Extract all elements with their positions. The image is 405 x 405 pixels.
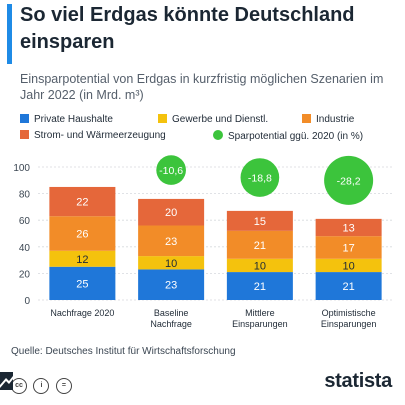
legend-label: Sparpotential ggü. 2020 (in %) [228, 131, 364, 142]
bar-segment [138, 269, 205, 300]
savings-bubble [324, 155, 374, 205]
bar-value-label: 10 [343, 260, 355, 272]
chart-subtitle: Einsparpotential von Erdgas in kurzfrist… [20, 72, 384, 102]
bar-value-label: 25 [76, 278, 88, 290]
no-derivatives-icon[interactable]: = [55, 378, 72, 394]
x-category-label: Nachfrage 2020 [50, 308, 114, 318]
legend-item-private-haushalte: Private Haushalte [20, 114, 113, 125]
bar-segment [226, 272, 293, 300]
legend-item-sparpotential: Sparpotential ggü. 2020 (in %) [213, 130, 363, 142]
x-category-label: Optimistische [322, 308, 376, 318]
savings-percent-label: -28,2 [337, 175, 361, 187]
bar-segment [315, 258, 382, 273]
legend-item-gewerbe: Gewerbe und Dienstl. [158, 114, 268, 125]
savings-percent-label: -18,8 [248, 173, 272, 185]
bar-segment [315, 236, 382, 259]
bar-value-label: 12 [76, 254, 88, 266]
legend-label: Gewerbe und Dienstl. [172, 114, 269, 125]
y-tick-label: 100 [13, 163, 30, 174]
statista-logo[interactable]: statista [324, 370, 392, 392]
statista-logo-mark-icon [0, 372, 13, 390]
bar-value-label: 21 [343, 281, 355, 293]
y-tick-label: 20 [19, 269, 31, 280]
bar-value-label: 10 [165, 258, 177, 270]
bar-segment [138, 198, 205, 226]
bar-value-label: 21 [254, 240, 266, 252]
bar-value-label: 23 [165, 236, 177, 248]
legend-swatch [20, 130, 29, 139]
bar-value-label: 20 [165, 207, 177, 219]
bar-segment [315, 272, 382, 300]
legend-item-industrie: Industrie [302, 114, 354, 125]
legend-item-strom: Strom- und Wärmeerzeugung [20, 130, 166, 141]
y-tick-label: 80 [19, 190, 31, 201]
legend: Private Haushalte Gewerbe und Dienstl. I… [20, 112, 405, 144]
legend-swatch [20, 114, 29, 123]
x-category-label: Baseline [154, 308, 189, 318]
creative-commons-icon[interactable]: cc [11, 378, 27, 394]
x-category-label: Mittlere [245, 308, 275, 318]
savings-bubble [156, 155, 186, 185]
bar-value-label: 26 [76, 229, 88, 241]
bar-segment [49, 216, 116, 251]
x-category-label: Einsparungen [321, 319, 377, 329]
legend-swatch [158, 114, 167, 123]
attribution-icon[interactable]: i [33, 378, 50, 394]
bar-segment [315, 218, 382, 237]
legend-label: Private Haushalte [34, 114, 113, 125]
bar-segment [49, 250, 116, 267]
legend-label: Industrie [316, 114, 355, 125]
bar-segment [138, 256, 205, 270]
bar-segment [226, 230, 293, 259]
bar-value-label: 10 [254, 260, 266, 272]
source-note: Quelle: Deutsches Institut für Wirtschaf… [11, 346, 236, 357]
bar-value-label: 22 [76, 197, 88, 209]
bar-segment [226, 258, 293, 273]
y-tick-label: 40 [19, 243, 31, 254]
chart-title: So viel Erdgas könnte Deutschland einspa… [20, 4, 355, 53]
title-accent-bar [7, 4, 12, 64]
bar-value-label: 13 [343, 223, 355, 235]
bar-value-label: 17 [343, 242, 355, 254]
bar-segment [138, 225, 205, 257]
bar-value-label: 23 [165, 280, 177, 292]
savings-bubble [240, 158, 280, 197]
x-category-label: Nachfrage [150, 319, 192, 329]
legend-label: Strom- und Wärmeerzeugung [34, 130, 166, 141]
x-category-label: Einsparungen [232, 319, 288, 329]
bar-value-label: 15 [254, 216, 266, 228]
bar-segment [226, 210, 293, 231]
y-tick-label: 0 [24, 296, 30, 307]
bar-segment [49, 186, 116, 217]
bar-value-label: 21 [254, 281, 266, 293]
license-icons: cc i = [11, 374, 74, 394]
legend-dot [213, 130, 223, 140]
y-tick-label: 60 [19, 216, 31, 227]
bar-segment [49, 266, 116, 300]
legend-swatch [302, 114, 311, 123]
savings-percent-label: -10,6 [159, 165, 183, 177]
